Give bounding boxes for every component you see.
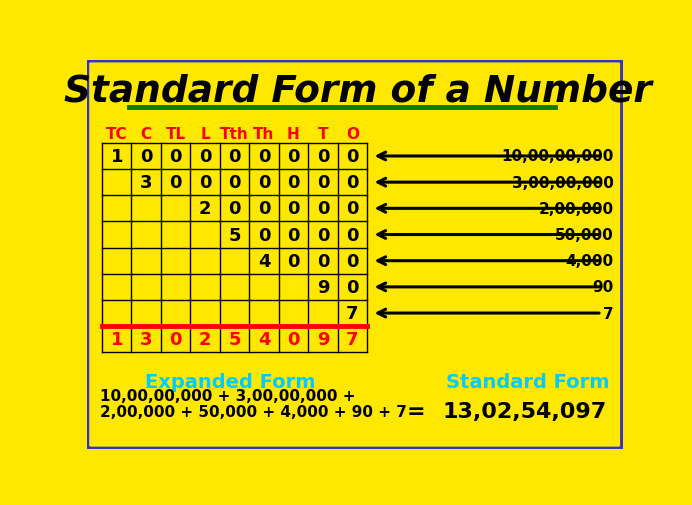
Text: 0: 0 xyxy=(170,174,182,192)
Text: 0: 0 xyxy=(287,331,300,348)
Text: 0: 0 xyxy=(228,200,241,218)
Text: 4: 4 xyxy=(257,252,270,270)
Text: L: L xyxy=(200,127,210,142)
Text: 0: 0 xyxy=(287,226,300,244)
Text: C: C xyxy=(140,127,152,142)
Text: 1: 1 xyxy=(111,331,123,348)
Text: Standard Form of a Number: Standard Form of a Number xyxy=(64,73,652,109)
Text: 0: 0 xyxy=(317,226,329,244)
Text: Standard Form: Standard Form xyxy=(446,373,610,391)
Text: 0: 0 xyxy=(317,147,329,166)
Text: 10,00,00,000: 10,00,00,000 xyxy=(501,149,614,164)
Text: 0: 0 xyxy=(346,278,358,296)
Text: 50,000: 50,000 xyxy=(555,228,614,242)
Text: 0: 0 xyxy=(346,226,358,244)
Text: 0: 0 xyxy=(170,331,182,348)
Text: 13,02,54,097: 13,02,54,097 xyxy=(442,401,606,421)
Text: 4: 4 xyxy=(257,331,270,348)
Text: 0: 0 xyxy=(346,147,358,166)
Text: 0: 0 xyxy=(228,147,241,166)
Text: 0: 0 xyxy=(170,147,182,166)
Text: Tth: Tth xyxy=(220,127,249,142)
Text: 0: 0 xyxy=(228,174,241,192)
Text: 5: 5 xyxy=(228,331,241,348)
Text: 0: 0 xyxy=(257,147,270,166)
Text: 0: 0 xyxy=(317,174,329,192)
Text: T: T xyxy=(318,127,328,142)
Text: 10,00,00,000 + 3,00,00,000 +: 10,00,00,000 + 3,00,00,000 + xyxy=(100,388,356,403)
Text: 0: 0 xyxy=(140,147,152,166)
Text: 3: 3 xyxy=(140,331,152,348)
Text: 0: 0 xyxy=(287,147,300,166)
Text: 0: 0 xyxy=(287,252,300,270)
Text: =: = xyxy=(407,401,425,421)
Text: Expanded Form: Expanded Form xyxy=(145,373,315,391)
Text: 2: 2 xyxy=(199,331,211,348)
Text: 1: 1 xyxy=(111,147,123,166)
Text: TL: TL xyxy=(165,127,185,142)
FancyBboxPatch shape xyxy=(86,60,623,450)
Text: 90: 90 xyxy=(592,280,614,295)
Text: 3,00,00,000: 3,00,00,000 xyxy=(511,175,614,190)
Text: 0: 0 xyxy=(346,200,358,218)
Text: 0: 0 xyxy=(257,200,270,218)
Text: 3: 3 xyxy=(140,174,152,192)
Text: 0: 0 xyxy=(257,226,270,244)
Text: 5: 5 xyxy=(228,226,241,244)
Text: 0: 0 xyxy=(346,252,358,270)
Text: 9: 9 xyxy=(317,278,329,296)
Text: H: H xyxy=(287,127,300,142)
Text: 0: 0 xyxy=(317,252,329,270)
Text: 2,00,000 + 50,000 + 4,000 + 90 + 7: 2,00,000 + 50,000 + 4,000 + 90 + 7 xyxy=(100,404,408,419)
Text: 0: 0 xyxy=(257,174,270,192)
Text: 0: 0 xyxy=(287,174,300,192)
Text: 7: 7 xyxy=(346,331,358,348)
Text: 2: 2 xyxy=(199,200,211,218)
Text: 7: 7 xyxy=(346,305,358,322)
Text: 0: 0 xyxy=(317,200,329,218)
Text: 0: 0 xyxy=(287,200,300,218)
Text: 4,000: 4,000 xyxy=(565,254,614,269)
Text: Th: Th xyxy=(253,127,275,142)
Text: 9: 9 xyxy=(317,331,329,348)
Text: 2,00,000: 2,00,000 xyxy=(538,201,614,217)
Text: 0: 0 xyxy=(199,147,211,166)
Text: O: O xyxy=(346,127,359,142)
Text: 7: 7 xyxy=(603,306,614,321)
Text: 0: 0 xyxy=(199,174,211,192)
Text: TC: TC xyxy=(106,127,127,142)
Text: 0: 0 xyxy=(346,174,358,192)
